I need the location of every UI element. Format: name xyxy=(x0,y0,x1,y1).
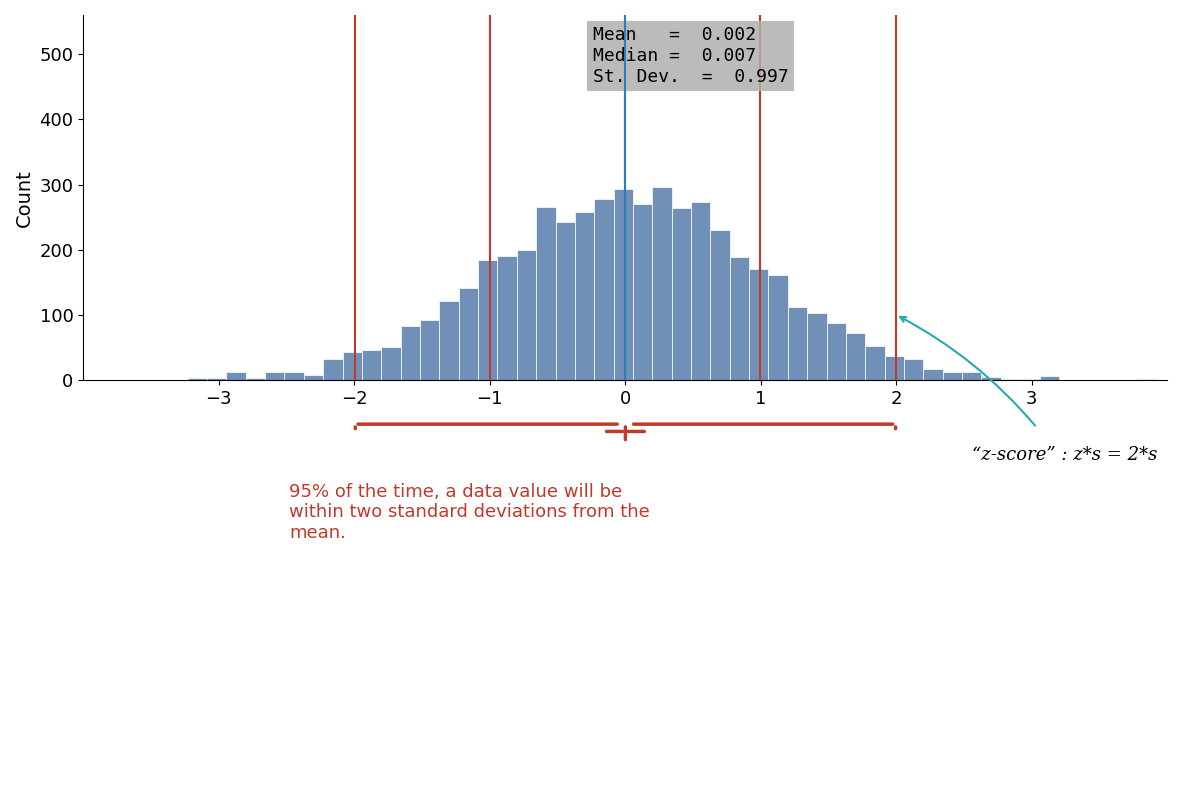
Bar xyxy=(458,288,478,380)
Bar xyxy=(208,378,227,380)
Bar xyxy=(265,372,284,380)
Bar xyxy=(594,199,613,380)
Text: 95% of the time, a data value will be
within two standard deviations from the
me: 95% of the time, a data value will be wi… xyxy=(289,483,650,542)
Bar xyxy=(575,212,594,380)
Bar xyxy=(342,352,362,380)
Bar xyxy=(323,359,342,380)
Bar xyxy=(1020,379,1039,380)
Bar xyxy=(556,222,575,380)
Bar xyxy=(536,207,556,380)
Text: “z-score” : z*s = 2*s: “z-score” : z*s = 2*s xyxy=(972,446,1157,464)
Bar xyxy=(1136,379,1156,380)
Bar xyxy=(439,301,458,380)
Bar xyxy=(710,231,730,380)
Bar xyxy=(923,368,943,380)
Bar xyxy=(691,202,710,380)
Bar xyxy=(768,275,788,380)
Bar xyxy=(865,347,884,380)
Bar xyxy=(827,323,846,380)
Bar xyxy=(478,260,498,380)
Bar xyxy=(632,204,653,380)
Bar xyxy=(788,307,808,380)
Bar xyxy=(187,378,208,380)
Bar xyxy=(362,350,382,380)
Bar xyxy=(304,375,323,380)
Bar xyxy=(884,356,904,380)
Bar xyxy=(904,359,923,380)
Bar xyxy=(653,186,672,380)
Bar xyxy=(420,320,439,380)
Bar xyxy=(730,257,749,380)
Bar xyxy=(284,372,304,380)
Bar xyxy=(808,313,827,380)
Bar xyxy=(401,326,420,380)
Bar xyxy=(749,268,768,380)
Bar xyxy=(672,208,691,380)
Bar xyxy=(227,372,246,380)
Bar xyxy=(1039,376,1058,380)
Bar xyxy=(517,250,536,380)
Bar xyxy=(962,372,982,380)
Bar xyxy=(982,377,1001,380)
Bar xyxy=(498,256,517,380)
Bar xyxy=(382,347,401,380)
Bar xyxy=(1001,379,1020,380)
Bar xyxy=(613,189,632,380)
Bar xyxy=(246,378,265,380)
Text: Mean   =  0.002
Median =  0.007
St. Dev.  =  0.997: Mean = 0.002 Median = 0.007 St. Dev. = 0… xyxy=(593,26,788,85)
Y-axis label: Count: Count xyxy=(14,168,34,226)
Bar xyxy=(943,372,962,380)
Bar xyxy=(846,333,865,380)
